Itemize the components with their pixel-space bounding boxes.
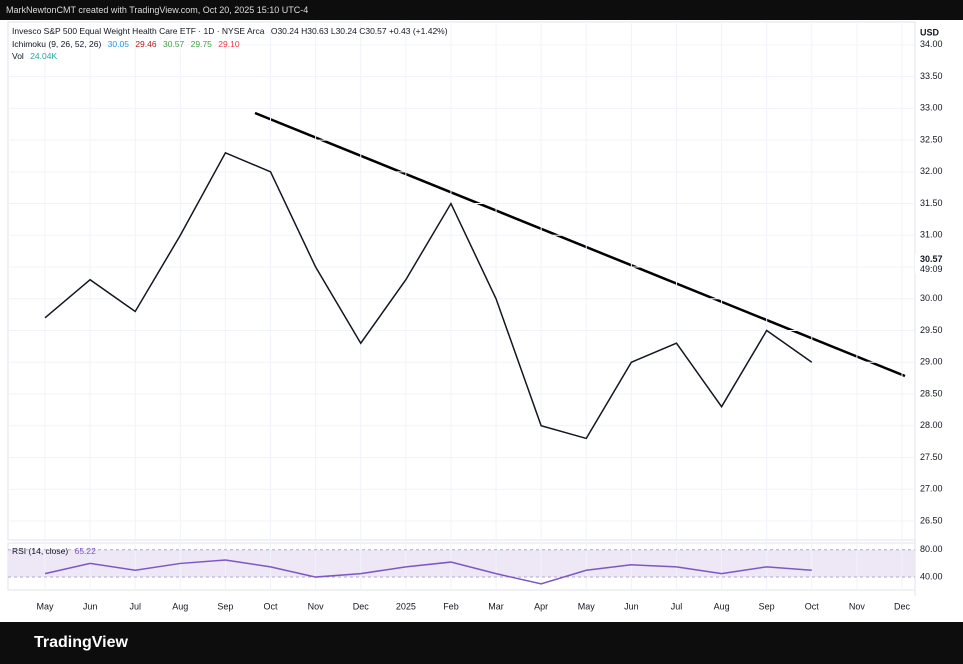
x-tick-label: Dec (353, 601, 370, 611)
currency: USD (920, 27, 940, 37)
y-tick-label: 31.50 (920, 198, 943, 208)
rsi-label: RSI (14, close) (12, 546, 69, 556)
y-tick-label: 27.00 (920, 484, 943, 494)
credit-bar: MarkNewtonCMT created with TradingView.c… (0, 0, 963, 20)
y-tick-label: 34.00 (920, 39, 943, 49)
y-tick-label: 32.50 (920, 134, 943, 144)
y-tick-label: 27.50 (920, 452, 943, 462)
x-tick-label: Oct (805, 601, 820, 611)
rsi-line (44, 559, 812, 585)
y-tick-label: 29.50 (920, 325, 943, 335)
legend-main: Invesco S&P 500 Equal Weight Health Care… (12, 26, 452, 36)
rsi-value: 65.22 (74, 546, 96, 556)
y-tick-label: 26.50 (920, 515, 943, 525)
x-tick-label: Jun (83, 601, 98, 611)
legend-rsi: RSI (14, close) 65.22 (12, 546, 100, 556)
legend-ichimoku: Ichimoku (9, 26, 52, 26) 30.05 29.46 30.… (12, 39, 244, 49)
x-tick-label: Jul (129, 601, 141, 611)
y-tick-label: 32.00 (920, 166, 943, 176)
ichimoku-value: 29.75 (190, 39, 212, 49)
x-tick-label: Feb (443, 601, 459, 611)
y-tick-label: 31.00 (920, 230, 943, 240)
credit: MarkNewtonCMT created with TradingView.c… (6, 5, 309, 15)
x-tick-label: Sep (217, 601, 233, 611)
trendline (254, 111, 906, 378)
chart: USD May Jun Jul Aug Sep Oct Nov Dec 2025 Feb Mar Ap… (7, 21, 963, 612)
symbol-title: Invesco S&P 500 Equal Weight Health Care… (12, 26, 265, 36)
legend-volume: Vol 24.04K (12, 51, 61, 61)
x-tick-label: Nov (849, 601, 866, 611)
price-tag (915, 253, 963, 274)
x-tick-label: Mar (488, 601, 504, 611)
rsi-tick-label: 80.00 (920, 544, 943, 554)
price-line (44, 151, 813, 440)
x-tick-label: Aug (172, 601, 188, 611)
ichimoku-value: 29.46 (135, 39, 157, 49)
brand: TradingView (34, 634, 128, 651)
price-pane (7, 21, 916, 541)
x-tick-label: Aug (714, 601, 730, 611)
x-tick-label: Sep (759, 601, 775, 611)
footer: TradingView (0, 622, 963, 664)
y-tick-label: 28.50 (920, 388, 943, 398)
volume-value: 24.04K (30, 51, 58, 61)
rsi-tick-label: 40.00 (920, 571, 943, 581)
y-tick-label: 33.00 (920, 103, 943, 113)
countdown: 49:09 (920, 264, 943, 274)
ichimoku-value: 30.57 (162, 39, 185, 49)
x-tick-label: May (36, 601, 54, 611)
x-tick-label: Apr (534, 601, 548, 611)
y-tick-label: 28.00 (920, 420, 943, 430)
last-price: 30.57 (920, 254, 943, 264)
x-tick-label: Nov (308, 601, 325, 611)
ichimoku-label: Ichimoku (9, 26, 52, 26) (12, 39, 102, 49)
x-tick-label: Dec (894, 601, 911, 611)
volume-label: Vol (12, 51, 24, 61)
x-tick-label: Oct (264, 601, 279, 611)
x-tick-label: Jul (671, 601, 683, 611)
x-tick-label: 2025 (396, 601, 416, 611)
rsi-band (8, 549, 915, 578)
ohlc: O30.24 H30.63 L30.24 C30.57 +0.43 (+1.42… (270, 26, 448, 36)
x-tick-label: May (578, 601, 596, 611)
y-tick-label: 30.00 (920, 293, 943, 303)
y-tick-label: 29.00 (920, 357, 943, 367)
ichimoku-value: 30.05 (107, 39, 129, 49)
ichimoku-value: 29.10 (218, 39, 240, 49)
y-tick-label: 33.50 (920, 71, 943, 81)
x-tick-label: Jun (624, 601, 639, 611)
